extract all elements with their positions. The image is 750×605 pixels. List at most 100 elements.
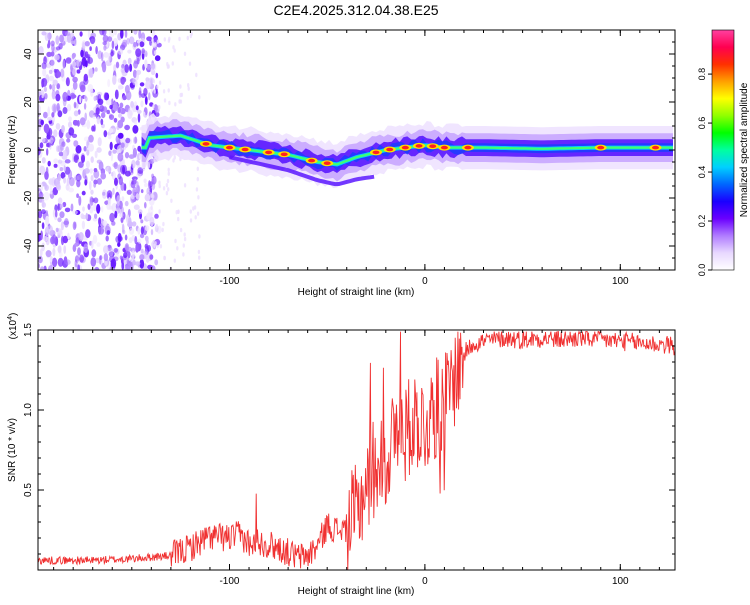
noise-blob <box>110 258 117 269</box>
noise-blob <box>89 46 92 51</box>
noise-blob <box>95 107 100 116</box>
noise-blob <box>70 32 75 41</box>
noise-blob <box>59 34 64 43</box>
noise-blob <box>63 165 66 172</box>
noise-blob <box>53 129 58 138</box>
noise-blob <box>39 142 44 149</box>
noise-blob <box>145 254 150 263</box>
noise-blob <box>111 221 116 226</box>
noise-blob <box>62 91 68 102</box>
noise-blob <box>92 114 96 120</box>
noise-blob <box>156 39 160 44</box>
noise-blob <box>88 143 94 152</box>
noise-blob <box>39 165 46 175</box>
noise-blob <box>42 68 47 77</box>
noise-blob <box>140 93 146 98</box>
noise-blob <box>162 89 166 94</box>
noise-blob <box>106 109 110 115</box>
noise-blob <box>48 69 53 74</box>
noise-blob <box>45 250 52 258</box>
noise-blob <box>57 217 62 223</box>
noise-blob <box>147 161 151 169</box>
noise-blob <box>121 206 124 214</box>
colorbar-axes: 0.0 0.2 0.4 0.6 0.8 <box>697 68 712 276</box>
noise-blob <box>45 166 49 176</box>
noise-blob <box>177 216 180 222</box>
noise-blob <box>52 79 58 86</box>
noise-blob <box>187 83 190 88</box>
noise-blob <box>65 31 71 37</box>
noise-blob <box>96 116 101 125</box>
noise-blob <box>53 104 56 114</box>
noise-blob <box>78 195 82 206</box>
noise-blob <box>74 176 80 181</box>
snr-frame <box>37 329 676 571</box>
noise-blob <box>76 179 81 188</box>
noise-blob <box>101 112 106 119</box>
noise-blob <box>81 190 86 196</box>
noise-blob <box>117 107 121 114</box>
noise-blob <box>129 63 133 72</box>
noise-blob <box>144 225 150 232</box>
noise-blob <box>55 181 61 190</box>
noise-blob <box>84 51 89 59</box>
noise-blob <box>49 190 53 195</box>
noise-blob <box>64 159 71 164</box>
noise-blob <box>56 83 60 90</box>
noise-blob <box>145 80 151 90</box>
noise-blob <box>117 132 124 139</box>
noise-blob <box>127 49 132 54</box>
noise-blob <box>51 89 56 100</box>
noise-blob <box>69 92 76 100</box>
noise-blob <box>100 118 104 126</box>
noise-blob <box>87 30 91 39</box>
noise-blob <box>139 254 145 261</box>
ridge-hotspot <box>226 145 233 150</box>
noise-blob <box>174 102 177 107</box>
noise-blob <box>74 259 78 268</box>
noise-blob <box>75 145 82 154</box>
snr-scale-prefix: (x10 <box>8 319 19 339</box>
noise-blob <box>139 82 145 87</box>
noise-blob <box>153 89 156 94</box>
spectrogram-xtick-label: -100 <box>219 276 239 287</box>
noise-blob <box>79 117 86 126</box>
noise-blob <box>44 32 50 41</box>
noise-blob <box>73 38 77 47</box>
noise-blob <box>114 89 119 100</box>
noise-blob <box>102 191 106 196</box>
noise-blob <box>83 146 87 152</box>
noise-blob <box>163 98 167 103</box>
noise-blob <box>146 64 151 70</box>
noise-blob <box>38 46 44 55</box>
noise-blob <box>107 36 113 42</box>
noise-blob <box>179 227 183 233</box>
figure-title: C2E4.2025.312.04.38.E25 <box>273 2 438 18</box>
noise-blob <box>68 187 74 193</box>
snr-ytick-label: 1.0 <box>23 403 34 417</box>
noise-blob <box>38 197 45 203</box>
noise-blob <box>55 93 61 102</box>
noise-blob <box>140 248 144 254</box>
noise-blob <box>47 225 54 236</box>
noise-blob <box>187 86 190 91</box>
noise-blob <box>55 46 61 51</box>
noise-blob <box>57 197 63 204</box>
colorbar-tick-label: 0.8 <box>697 68 707 81</box>
snr-panel: -100 0 100 0.5 1.0 1.5 Height of straight lin… <box>7 313 676 597</box>
noise-blob <box>90 175 94 182</box>
noise-blob <box>89 180 92 191</box>
noise-blob <box>151 242 154 247</box>
noise-blob <box>51 112 55 118</box>
noise-blob <box>57 203 60 212</box>
noise-blob <box>101 51 104 62</box>
noise-blob <box>90 257 97 267</box>
noise-blob <box>58 151 64 157</box>
noise-blob <box>111 40 115 50</box>
noise-blob <box>80 49 84 58</box>
noise-blob <box>45 215 50 226</box>
noise-blob <box>183 232 186 237</box>
noise-blob <box>105 235 109 242</box>
noise-blob <box>72 60 77 68</box>
noise-blob <box>122 39 128 45</box>
